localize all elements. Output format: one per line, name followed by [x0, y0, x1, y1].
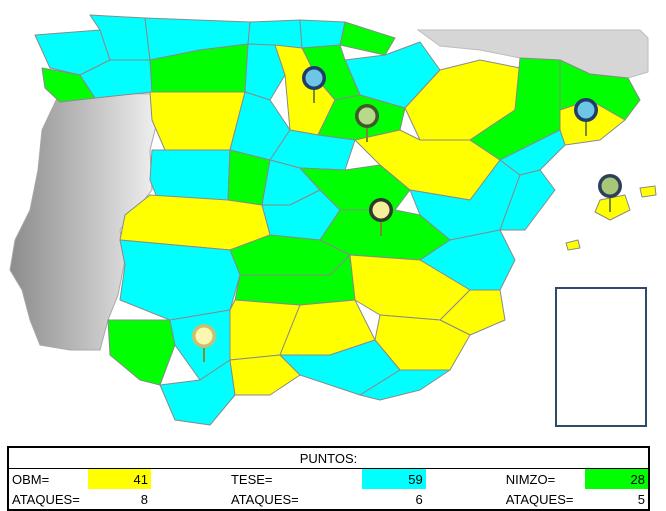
province-huelva [107, 319, 176, 386]
nimzo-attacks: 5 [637, 491, 645, 507]
tese-points: 59 [362, 468, 426, 489]
blue-pin-icon[interactable] [302, 66, 326, 103]
tese-attacks-label: ATAQUES= [230, 491, 299, 507]
portugal-region [9, 91, 161, 351]
obm-label: OBM= [12, 471, 50, 487]
island-ibiza [565, 239, 581, 251]
province-alicante [439, 289, 506, 336]
obm-points: 41 [87, 468, 151, 489]
scoreboard-table: PUNTOS: OBM= 41 TESE= 59 NIMZO= 28 ATAQU… [7, 446, 650, 511]
tese-label: TESE= [230, 471, 273, 487]
province-malaga [229, 354, 301, 396]
yellow-pin-icon[interactable] [369, 198, 393, 236]
yellow-pin-icon[interactable] [192, 324, 216, 362]
province-castellon [499, 169, 556, 231]
island-mallorca [594, 194, 631, 221]
province-badajoz [119, 239, 241, 321]
spain-map [9, 14, 657, 426]
blue-pin-icon[interactable] [574, 98, 598, 136]
province-zamora [149, 91, 246, 151]
nimzo-label: NIMZO= [505, 471, 556, 487]
nimzo-attacks-label: ATAQUES= [505, 491, 574, 507]
province-almeria [359, 369, 451, 401]
scoreboard-title: PUNTOS: [8, 447, 649, 469]
points-row: OBM= 41 TESE= 59 NIMZO= 28 [8, 468, 649, 489]
province-vizcaya [299, 19, 346, 49]
green-pin-icon[interactable] [598, 174, 622, 212]
obm-attacks-label: ATAQUES= [12, 491, 80, 507]
province-palencia [244, 43, 286, 101]
obm-attacks: 8 [140, 491, 148, 507]
province-pontevedra [41, 67, 96, 103]
green-pin-icon[interactable] [355, 104, 379, 142]
attacks-row: ATAQUES= 8 ATAQUES= 6 ATAQUES= 5 [8, 489, 649, 510]
tese-attacks: 6 [415, 491, 423, 507]
province-guipuzcoa [339, 21, 396, 56]
island-menorca [639, 185, 657, 198]
nimzo-points: 28 [584, 468, 649, 489]
canary-islands-inset-frame [555, 287, 647, 427]
